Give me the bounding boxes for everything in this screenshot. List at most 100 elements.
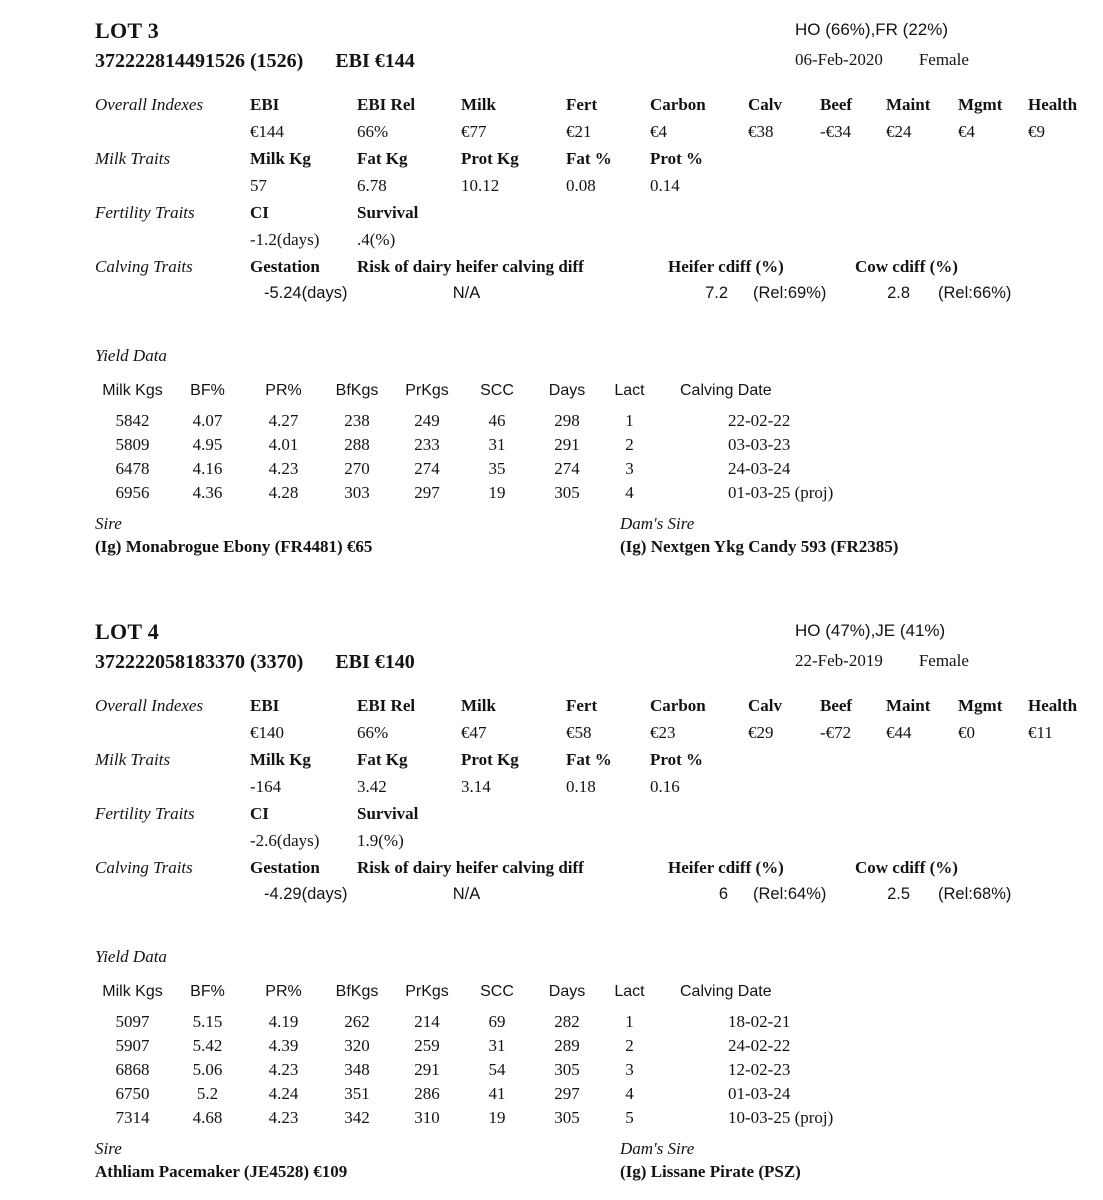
yield-column-header: Days [548,983,586,1000]
stat-value: 3.42 [357,777,387,796]
yield-cell: 2 [625,435,634,454]
calving-risk-value: N/A [452,885,481,903]
lot-header: LOT 4 372222058183370 (3370) EBI €140 HO … [95,619,1103,674]
stat-column: Prot % 0.16 [650,746,748,800]
stat-value: -1.2(days) [250,230,320,249]
cow-cdiff-column: Cow cdiff (%) 2.5 (Rel:68%) [855,854,1103,908]
overall-indexes-row: Overall Indexes EBI €144 EBI Rel 66% Milk €77… [95,91,1103,145]
dob-sex-line: 22-Feb-2019 Female [795,650,1103,672]
yield-table-header-row: Milk Kgs BF% PR% BfKgs PrKgs SCC Days Lact Calvi… [95,380,1103,402]
yield-cell: 5097 [115,1012,150,1031]
stat-value: €58 [566,723,592,742]
yield-cell: 298 [554,411,580,430]
stat-value: 66% [357,723,389,742]
stat-header: EBI Rel [357,95,416,114]
stat-header: Beef [820,95,853,114]
stat-value: €144 [250,122,284,141]
gestation-header: Gestation [250,858,320,877]
yield-column-header: Lact [614,382,645,399]
yield-cell: 12-02-23 [728,1060,791,1079]
overall-indexes-label: Overall Indexes [95,696,204,715]
stat-column: Fat Kg 6.78 [357,145,461,199]
yield-cell: 19 [488,1108,506,1127]
yield-cell: 01-03-24 [728,1084,791,1103]
yield-column-header: PR% [265,382,302,399]
stat-value: 66% [357,122,389,141]
stat-column: Milk €77 [461,91,566,145]
yield-cell: 5 [625,1108,634,1127]
stat-column: Fert €21 [566,91,650,145]
dams-sire-name: (Ig) Nextgen Ykg Candy 593 (FR2385) [620,537,899,556]
stat-value: €77 [461,122,487,141]
yield-column-header: Milk Kgs [102,382,163,399]
yield-cell: 46 [488,411,506,430]
yield-cell: 351 [344,1084,370,1103]
yield-table-row: 5097 5.15 4.19 262 214 69 282 1 18-02-21 [95,1010,1103,1034]
lot-header-left: LOT 4 372222058183370 (3370) EBI €140 [95,619,795,674]
yield-table-row: 6478 4.16 4.23 270 274 35 274 3 24-03-24 [95,457,1103,481]
stat-value: 1.9(%) [357,831,404,850]
lot-header-right: HO (66%),FR (22%) 06-Feb-2020 Female [795,18,1103,73]
gestation-column: Gestation -4.29(days) [250,854,357,908]
lot-header-right: HO (47%),JE (41%) 22-Feb-2019 Female [795,619,1103,674]
stat-header: Mgmt [958,95,1003,114]
stat-column: Milk Kg 57 [250,145,357,199]
stat-column: Fat % 0.18 [566,746,650,800]
cow-cdiff-header: Cow cdiff (%) [855,257,958,276]
yield-cell: 214 [414,1012,440,1031]
stat-value: €38 [748,122,774,141]
yield-column-header: Calving Date [680,382,772,399]
yield-column-header: PR% [265,983,302,1000]
yield-cell: 3 [625,1060,634,1079]
gestation-value: -4.29(days) [264,885,348,903]
stat-value: €29 [748,723,774,742]
yield-cell: 2 [625,1036,634,1055]
stat-column: Beef -€34 [820,91,886,145]
yield-table: Milk Kgs BF% PR% BfKgs PrKgs SCC Days Lact Calvi… [95,380,1103,505]
stat-value: -€34 [820,122,852,141]
stat-header: Maint [886,95,931,114]
stat-header: Calv [748,95,782,114]
fertility-traits-label: Fertility Traits [95,804,195,823]
heifer-cdiff-column: Heifer cdiff (%) 6 (Rel:64%) [668,854,855,908]
sire-name: (Ig) Monabrogue Ebony (FR4481) €65 [95,537,373,556]
stat-column: Prot % 0.14 [650,145,748,199]
yield-cell: 31 [488,1036,506,1055]
yield-cell: 7314 [115,1108,150,1127]
stat-column: Mgmt €0 [958,692,1028,746]
yield-data-label: Yield Data [95,346,167,365]
stat-value: €23 [650,723,676,742]
stat-value: €9 [1028,122,1045,141]
stat-column: EBI Rel 66% [357,692,461,746]
yield-column-header: PrKgs [405,382,449,399]
yield-cell: 4.01 [268,435,299,454]
lot-4-section: LOT 4 372222058183370 (3370) EBI €140 HO … [95,619,1103,1184]
stat-header: Fat % [566,149,612,168]
yield-cell: 286 [414,1084,440,1103]
pedigree-section: Sire Athliam Pacemaker (JE4528) €109 Dam… [95,1138,1103,1184]
stat-header: Calv [748,696,782,715]
yield-cell: 4.07 [192,411,223,430]
stat-value: €44 [886,723,912,742]
stat-column: Survival .4(%) [357,199,461,253]
stat-value: -2.6(days) [250,831,320,850]
yield-cell: 24-03-24 [728,459,791,478]
stat-column: Beef -€72 [820,692,886,746]
yield-cell: 03-03-23 [728,435,791,454]
yield-table: Milk Kgs BF% PR% BfKgs PrKgs SCC Days Lact Calvi… [95,981,1103,1130]
yield-data-section: Yield Data Milk Kgs BF% PR% BfKgs PrKgs SCC Da… [95,345,1103,505]
cow-cdiff-values: 2.8 (Rel:66%) [855,280,1103,307]
yield-cell: 274 [554,459,580,478]
yield-cell: 4.23 [268,1108,299,1127]
calving-traits-label: Calving Traits [95,257,193,276]
yield-column-header: Calving Date [680,983,772,1000]
stat-column: Calv €29 [748,692,820,746]
cow-cdiff-values: 2.5 (Rel:68%) [855,881,1103,908]
milk-traits-stats: Milk Kg -164 Fat Kg 3.42 Prot Kg 3.14 Fat % 0.1… [250,746,1103,800]
yield-cell: 10-03-25 (proj) [728,1108,834,1127]
yield-column-header: Lact [614,983,645,1000]
date-of-birth: 22-Feb-2019 [795,651,883,670]
yield-cell: 5842 [115,411,150,430]
heifer-cdiff-values: 6 (Rel:64%) [668,881,855,908]
yield-table-row: 6956 4.36 4.28 303 297 19 305 4 01-03-25 (proj) [95,481,1103,505]
